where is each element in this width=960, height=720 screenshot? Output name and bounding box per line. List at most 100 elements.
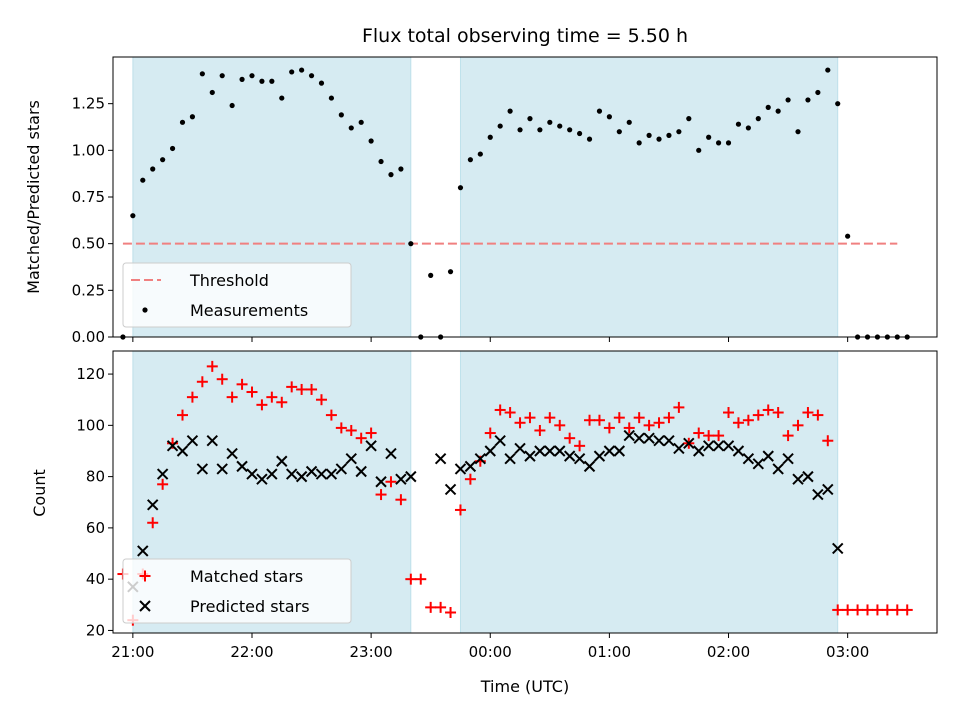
matched-stars-point	[703, 430, 715, 442]
predicted-stars-point	[504, 452, 516, 465]
matched-stars-point	[643, 419, 655, 431]
matched-stars-point	[157, 478, 169, 490]
legend-box	[122, 262, 352, 328]
measurement-point	[706, 134, 712, 140]
count-panel: 20 40 60 80 100 120 21:00 22:00 23:00 00:00 01:00…	[30, 350, 938, 696]
predicted-stars-point	[693, 445, 705, 457]
predicted-stars-point	[494, 435, 506, 447]
measurement-point	[308, 73, 315, 79]
y-tick-label: 0.00	[72, 328, 105, 346]
measurement-point	[299, 67, 305, 73]
predicted-stars-point	[186, 435, 199, 447]
measurement-point	[507, 108, 513, 114]
measurement-point	[348, 125, 354, 131]
predicted-stars-point	[762, 450, 774, 462]
matched-stars-point	[445, 606, 457, 618]
predicted-stars-point	[385, 447, 397, 460]
count-legend: Matched stars Predicted stars	[122, 558, 352, 624]
matched-stars-point	[772, 407, 784, 419]
measurement-point	[209, 89, 215, 96]
matched-stars-point	[752, 409, 764, 421]
matched-stars-point	[673, 401, 685, 413]
matched-stars-point	[415, 573, 427, 585]
matched-stars-point	[435, 601, 447, 613]
measurement-point	[805, 97, 811, 103]
predicted-stars-point	[365, 440, 377, 452]
matched-stars-point	[266, 391, 278, 403]
chart-title: Flux total observing time = 5.50 h	[362, 25, 688, 47]
legend-label: Matched stars	[190, 567, 303, 586]
measurement-point	[616, 129, 622, 135]
matched-stars-point	[822, 435, 834, 447]
predicted-stars-point	[732, 445, 745, 457]
matched-stars-point	[464, 473, 476, 485]
measurement-point	[378, 158, 384, 165]
predicted-stars-point	[702, 440, 715, 452]
matched-stars-point	[802, 407, 814, 419]
matched-stars-point	[812, 409, 824, 421]
measurement-point	[140, 177, 146, 183]
predicted-stars-point	[782, 452, 794, 465]
matched-stars-point	[653, 417, 665, 429]
predicted-stars-point	[544, 445, 556, 457]
predicted-stars-point	[166, 440, 179, 452]
measurement-point	[725, 140, 732, 146]
matched-stars-point	[484, 427, 496, 439]
measurement-point	[715, 140, 722, 146]
measurement-point	[219, 73, 225, 79]
matched-stars-point	[713, 430, 725, 442]
predicted-stars-point	[484, 445, 496, 457]
measurement-point	[289, 69, 295, 75]
measurement-point	[487, 134, 493, 140]
matched-stars-point	[345, 424, 357, 436]
measurement-point	[477, 151, 483, 157]
matched-stars-point	[395, 494, 407, 506]
matched-stars-point	[613, 412, 625, 424]
predicted-stars-point	[206, 435, 218, 447]
predicted-stars-point	[673, 442, 685, 455]
predicted-stars-point	[613, 445, 626, 457]
observing-window	[459, 350, 839, 634]
matched-stars-point	[564, 432, 576, 444]
matched-stars-point	[325, 409, 337, 421]
matched-stars-point	[335, 422, 347, 434]
legend-predicted-swatch	[139, 600, 151, 612]
y-tick-label: 120	[76, 365, 105, 383]
matched-stars-point	[504, 407, 516, 419]
matched-stars-point	[534, 424, 546, 436]
measurement-point	[547, 119, 553, 125]
predicted-stars-point	[802, 470, 814, 483]
measurement-point	[775, 108, 781, 114]
y-tick-label: 40	[86, 570, 105, 588]
matched-stars-point	[862, 604, 874, 616]
measurement-point	[815, 89, 821, 96]
measurement-point	[735, 121, 742, 127]
predicted-stars-point	[226, 447, 238, 460]
measurement-point	[755, 116, 761, 122]
predicted-stars-point	[603, 445, 616, 457]
matched-stars-point	[216, 373, 228, 385]
y-tick-label: 0.50	[72, 235, 105, 253]
measurement-point	[338, 112, 344, 118]
y-tick-label: 0.25	[72, 281, 105, 299]
x-tick-label: 02:00	[707, 643, 750, 661]
matched-stars-point	[554, 419, 566, 431]
predicted-stars-point	[792, 473, 804, 485]
predicted-stars-point	[563, 450, 576, 462]
measurement-point	[408, 241, 414, 247]
matched-stars-point	[385, 476, 397, 488]
x-tick-label: 01:00	[588, 643, 631, 661]
predicted-stars-point	[276, 455, 288, 467]
measurement-point	[358, 119, 364, 125]
measurement-point	[636, 140, 642, 146]
matched-stars-point	[762, 404, 774, 416]
matched-stars-point	[633, 412, 645, 424]
predicted-stars-point	[147, 499, 159, 511]
predicted-stars-point	[663, 435, 675, 447]
y-tick-label: 20	[86, 621, 105, 639]
predicted-stars-point	[633, 432, 645, 444]
x-tick-label: 21:00	[111, 643, 154, 661]
predicted-stars-point	[554, 445, 566, 457]
measurement-point	[189, 114, 196, 120]
